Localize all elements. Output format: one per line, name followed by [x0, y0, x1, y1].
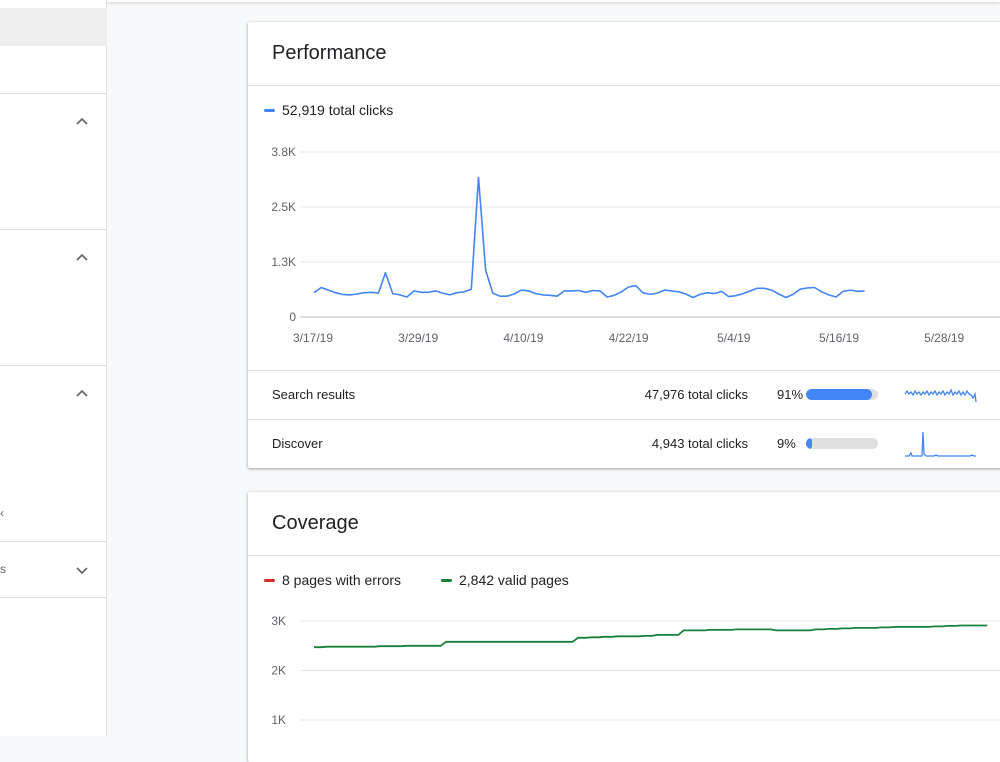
share-bar-fill [806, 389, 872, 400]
sidebar-text-fragment: ‹ [0, 506, 4, 520]
legend-label: 52,919 total clicks [282, 102, 394, 118]
search-results-sparkline [904, 388, 977, 403]
y-tick-label: 1.3K [271, 255, 296, 269]
performance-title: Performance [272, 42, 387, 64]
sidebar: ‹ s [0, 0, 107, 736]
sidebar-text-fragment: s [0, 562, 6, 576]
legend-swatch [264, 108, 275, 112]
row-percent: 91% [777, 387, 804, 402]
sidebar-divider [0, 365, 107, 366]
card-divider [248, 370, 1000, 371]
y-tick-label: 3.8K [271, 145, 296, 159]
y-tick-label: 0 [289, 310, 296, 324]
card-divider [248, 419, 1000, 420]
row-clicks: 4,943 total clicks [651, 436, 748, 451]
performance-chart: 3.8K 2.5K 1.3K 0 3/17/19 3/29/19 4/10/19 4/22/1… [271, 145, 1000, 345]
chevron-up-icon[interactable] [74, 386, 90, 402]
coverage-title: Coverage [272, 512, 359, 534]
legend-label: 8 pages with errors [282, 572, 402, 588]
row-name: Discover [272, 436, 323, 451]
x-tick-label: 5/16/19 [819, 331, 859, 345]
coverage-chart: 3K 2K 1K [271, 614, 1000, 727]
chevron-down-icon[interactable] [74, 562, 90, 578]
card-divider [248, 555, 1000, 556]
legend-label: 2,842 valid pages [459, 572, 569, 588]
x-tick-label: 4/10/19 [503, 331, 543, 345]
performance-card: Performance 52,919 total clicks 3.8K 2.5K… [248, 22, 1000, 468]
row-clicks: 47,976 total clicks [644, 387, 748, 402]
performance-legend-item[interactable]: 52,919 total clicks [264, 102, 393, 118]
x-tick-label: 5/4/19 [717, 331, 751, 345]
x-tick-label: 5/28/19 [924, 331, 964, 345]
discover-sparkline [905, 431, 976, 457]
share-bar [806, 389, 878, 400]
valid-legend-item[interactable]: 2,842 valid pages [441, 572, 569, 588]
y-tick-label: 1K [271, 713, 286, 727]
sidebar-divider [0, 93, 107, 94]
share-bar [806, 438, 878, 449]
x-tick-label: 3/29/19 [398, 331, 438, 345]
chevron-up-icon[interactable] [74, 114, 90, 130]
x-tick-label: 4/22/19 [609, 331, 649, 345]
sidebar-divider [0, 541, 107, 542]
legend-swatch [441, 578, 452, 582]
card-divider [248, 85, 1000, 86]
row-name: Search results [272, 387, 356, 402]
discover-row[interactable]: Discover 4,943 total clicks 9% [248, 419, 1000, 467]
y-tick-label: 2.5K [271, 200, 296, 214]
row-percent: 9% [777, 436, 796, 451]
y-tick-label: 2K [271, 664, 286, 678]
sidebar-divider [0, 229, 107, 230]
top-app-bar-edge [107, 0, 1000, 2]
clicks-series-line [313, 176, 865, 299]
sidebar-active-item[interactable] [0, 8, 107, 46]
share-bar-fill [806, 438, 813, 449]
errors-legend-item[interactable]: 8 pages with errors [264, 572, 401, 588]
y-tick-label: 3K [271, 614, 286, 628]
chevron-up-icon[interactable] [74, 250, 90, 266]
sidebar-divider [0, 597, 107, 598]
search-results-row[interactable]: Search results 47,976 total clicks 91% [248, 370, 1000, 418]
legend-swatch [264, 578, 275, 582]
valid-pages-series-line [314, 624, 988, 649]
x-tick-label: 3/17/19 [293, 331, 333, 345]
coverage-card: Coverage 8 pages with errors 2,842 valid… [248, 492, 1000, 762]
